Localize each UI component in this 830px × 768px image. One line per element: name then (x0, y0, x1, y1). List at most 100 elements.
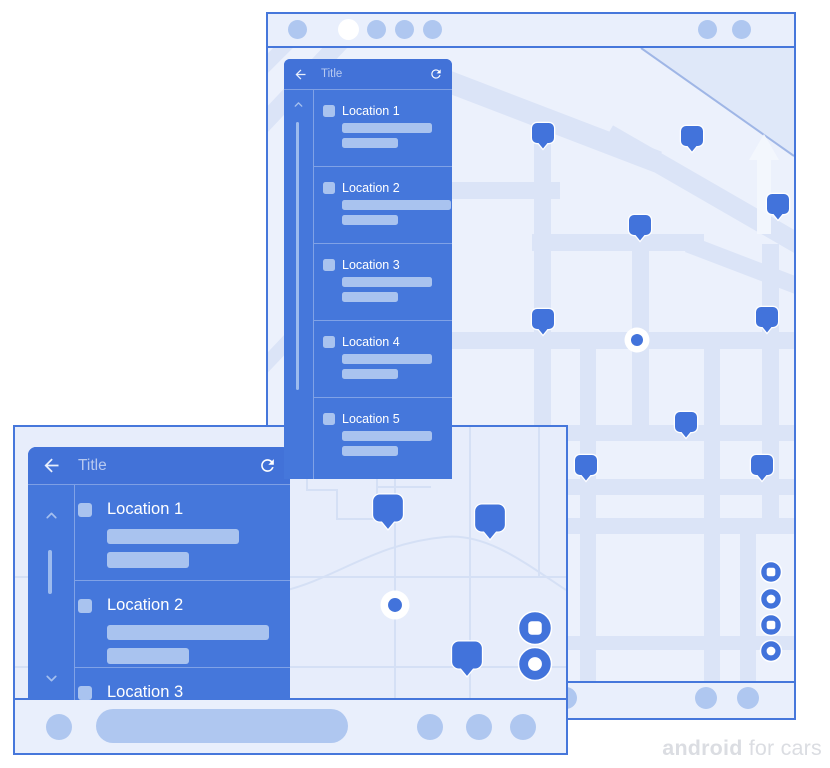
list-item[interactable]: Location 4 (314, 320, 452, 397)
map-pin-icon[interactable] (673, 410, 699, 440)
text-placeholder-line (342, 138, 398, 148)
text-placeholder-line (342, 292, 398, 302)
place-icon-chip (323, 182, 335, 194)
panel-body: Location 1 Location 2 (284, 90, 452, 479)
portrait-status-bar (268, 14, 794, 48)
road-arrow-decoration (749, 134, 779, 234)
panel-header: Title (28, 447, 290, 485)
place-icon-chip (78, 686, 92, 700)
app-dot-icon[interactable] (288, 20, 307, 39)
place-icon-chip (323, 105, 335, 117)
map-pin-icon[interactable] (530, 307, 556, 337)
app-dot-icon[interactable] (510, 714, 536, 740)
panel-body: Location 1 Location 2 (28, 485, 290, 700)
map-control-button-circle-icon[interactable] (759, 587, 783, 611)
place-icon-chip (323, 259, 335, 271)
status-bar-app-dots (268, 14, 794, 46)
list-item[interactable]: Location 2 (314, 166, 452, 243)
status-bar-status-dots (268, 14, 794, 46)
text-placeholder-line (342, 431, 432, 441)
text-placeholder-line (342, 277, 432, 287)
place-list: Location 1 Location 2 (75, 485, 290, 700)
map-control-button-circle-icon[interactable] (759, 639, 783, 663)
text-placeholder-line (107, 552, 189, 568)
panel-title: Title (78, 456, 107, 474)
place-label: Location 1 (107, 500, 184, 518)
map-pin-icon[interactable] (450, 640, 484, 678)
app-dot-icon[interactable] (46, 714, 72, 740)
map-control-button-square-icon[interactable] (759, 560, 783, 584)
back-arrow-icon[interactable] (293, 67, 308, 82)
watermark-brand: android (662, 736, 743, 760)
bottom-bar-dots (15, 700, 566, 753)
text-placeholder-line (342, 200, 451, 210)
app-dot-icon[interactable] (466, 714, 492, 740)
text-placeholder-line (342, 123, 432, 133)
refresh-icon[interactable] (258, 456, 277, 475)
app-dot-icon[interactable] (737, 687, 759, 709)
map-pin-icon[interactable] (754, 305, 780, 335)
map-pin-icon[interactable] (765, 192, 791, 222)
refresh-icon[interactable] (429, 67, 443, 81)
current-location-dot-center (388, 598, 402, 612)
place-list-panel: Title Location 1 (284, 59, 452, 479)
scrollbar-thumb[interactable] (48, 550, 52, 594)
place-label: Location 2 (107, 596, 184, 614)
text-placeholder-line (107, 648, 189, 664)
app-dot-icon[interactable] (417, 714, 443, 740)
app-dot-icon[interactable] (338, 19, 359, 40)
place-label: Location 5 (342, 412, 400, 426)
list-item[interactable]: Location 2 (75, 580, 290, 667)
app-dot-icon[interactable] (395, 20, 414, 39)
place-icon-chip (78, 599, 92, 613)
map-pin-icon[interactable] (473, 503, 507, 541)
text-placeholder-line (342, 446, 398, 456)
text-placeholder-line (342, 215, 398, 225)
place-icon-chip (323, 336, 335, 348)
list-item[interactable]: Location 1 (314, 90, 452, 166)
status-dot-icon (732, 20, 751, 39)
app-dot-icon[interactable] (695, 687, 717, 709)
back-arrow-icon[interactable] (41, 455, 62, 476)
chevron-down-icon[interactable] (43, 670, 60, 687)
chevron-up-icon[interactable] (43, 507, 60, 524)
map-pin-icon[interactable] (371, 493, 405, 531)
status-dot-icon (698, 20, 717, 39)
place-icon-chip (323, 413, 335, 425)
list-item[interactable]: Location 5 (314, 397, 452, 474)
map-pin-icon[interactable] (573, 453, 599, 483)
landscape-bottom-bar (15, 698, 566, 753)
list-item[interactable]: Location 3 (314, 243, 452, 320)
map-control-button-square-icon[interactable] (517, 610, 553, 646)
list-item[interactable]: Location 1 (75, 485, 290, 580)
place-label: Location 3 (107, 683, 184, 700)
watermark: android for cars (662, 736, 822, 761)
panel-header: Title (284, 59, 452, 90)
place-label: Location 1 (342, 104, 400, 118)
landscape-map: Title (15, 427, 566, 700)
text-placeholder-line (107, 625, 269, 640)
watermark-suffix: for cars (742, 736, 822, 760)
list-scroll-rail (284, 90, 314, 479)
list-scroll-rail (28, 485, 75, 700)
app-dot-icon[interactable] (423, 20, 442, 39)
map-pin-icon[interactable] (679, 124, 705, 154)
app-dot-icon[interactable] (367, 20, 386, 39)
map-pin-icon[interactable] (749, 453, 775, 483)
text-placeholder-line (342, 354, 432, 364)
place-list: Location 1 Location 2 (314, 90, 452, 479)
map-pin-icon[interactable] (627, 213, 653, 243)
map-pin-icon[interactable] (530, 121, 556, 151)
place-list-panel: Title (28, 447, 290, 700)
text-placeholder-line (342, 369, 398, 379)
map-control-button-square-icon[interactable] (759, 613, 783, 637)
place-label: Location 4 (342, 335, 400, 349)
place-label: Location 2 (342, 181, 400, 195)
list-item[interactable]: Location 3 (75, 667, 290, 700)
map-control-button-circle-icon[interactable] (517, 646, 553, 682)
menu-pill-placeholder[interactable] (96, 709, 348, 743)
chevron-up-icon[interactable] (292, 98, 305, 111)
place-icon-chip (78, 503, 92, 517)
panel-title: Title (321, 68, 343, 80)
scrollbar-thumb[interactable] (296, 122, 299, 390)
